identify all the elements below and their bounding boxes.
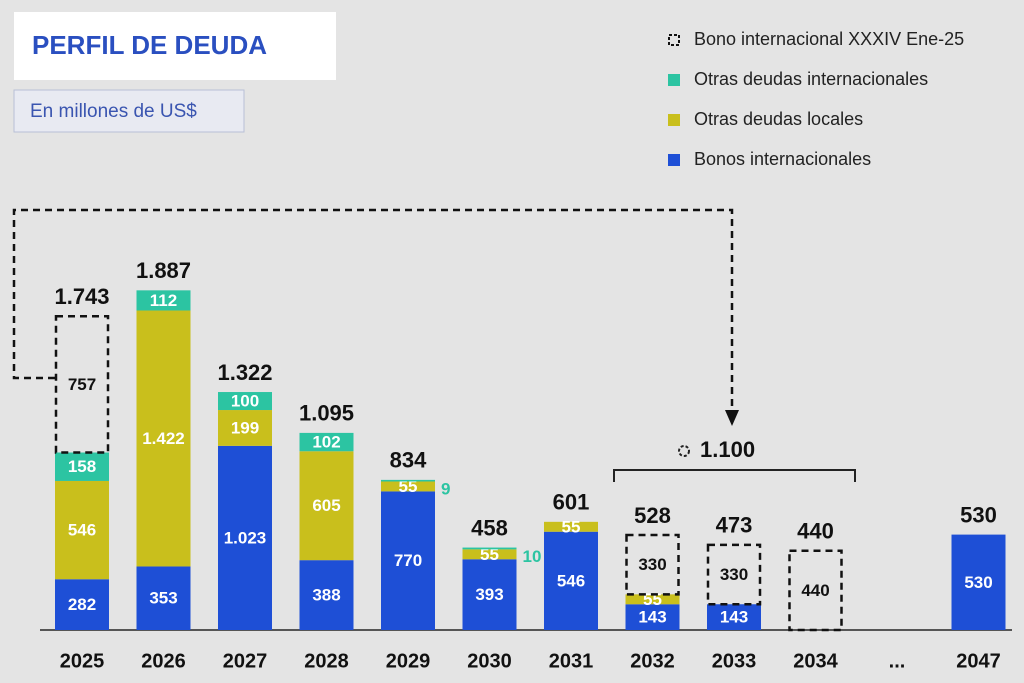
legend-marker: [668, 34, 680, 46]
data-label: 10: [523, 547, 542, 566]
annotation-icon: [678, 445, 690, 457]
x-tick-label: 2030: [467, 650, 512, 672]
bar-segment: [218, 392, 272, 411]
data-label: 605: [312, 496, 340, 515]
data-label: 55: [480, 545, 499, 564]
x-tick-label: 2033: [712, 650, 757, 672]
x-tick-label: 2047: [956, 650, 1001, 672]
bar-segment: [55, 480, 109, 580]
total-label: 601: [553, 490, 590, 515]
chart-title: PERFIL DE DEUDA: [32, 30, 267, 60]
x-tick-label: 2032: [630, 650, 675, 672]
data-label: 143: [638, 608, 666, 627]
bar-segment: [625, 604, 680, 630]
data-label: 330: [638, 555, 666, 574]
total-label: 528: [634, 503, 671, 528]
data-label: 440: [801, 581, 829, 600]
data-label: 770: [394, 551, 422, 570]
data-label: 353: [149, 589, 177, 608]
x-tick-label: 2028: [304, 650, 349, 672]
data-label: 546: [68, 521, 96, 540]
data-label: 112: [150, 291, 177, 310]
legend-label: Bonos internacionales: [694, 149, 871, 169]
data-label: 530: [964, 573, 992, 592]
x-tick-label: 2031: [549, 650, 594, 672]
bar-segment: [299, 560, 354, 630]
data-label: 158: [68, 457, 96, 476]
total-label: 530: [960, 502, 997, 527]
bar-segment: [381, 481, 435, 492]
data-label: 143: [720, 608, 748, 627]
data-label: 55: [562, 517, 581, 536]
bar-segment: [54, 315, 110, 454]
total-label: 1.095: [299, 401, 354, 426]
x-tick-label: 2027: [223, 650, 268, 672]
legend-label: Bono internacional XXXIV Ene-25: [694, 29, 964, 49]
bar-segment: [706, 543, 762, 606]
bar-segment: [381, 479, 435, 482]
total-label: 1.887: [136, 258, 191, 283]
data-label: 330: [720, 565, 748, 584]
bar-segment: [55, 579, 109, 630]
legend-marker: [668, 154, 680, 166]
total-label: 473: [716, 513, 753, 538]
data-label: 9: [441, 479, 450, 498]
bar-segment: [707, 604, 761, 630]
bar-segment: [544, 531, 598, 630]
subtitle-box: [13, 89, 245, 133]
bar-segment: [381, 491, 435, 630]
data-label: 282: [68, 595, 96, 614]
bar-segment: [136, 290, 191, 311]
bracket: [613, 469, 856, 482]
total-label: 1.743: [54, 284, 109, 309]
bar-segment: [218, 410, 272, 446]
bar-segment: [951, 534, 1006, 630]
x-tick-label: 2029: [386, 650, 431, 672]
bar-segment: [788, 549, 843, 632]
legend-label: Otras deudas locales: [694, 109, 863, 129]
bar-segment: [544, 521, 598, 532]
data-label: 55: [399, 477, 418, 496]
total-label: 440: [797, 519, 834, 544]
bar-segment: [218, 445, 272, 630]
data-label: 102: [312, 433, 340, 452]
bar-segment: [136, 566, 191, 630]
data-label: 1.422: [142, 429, 185, 448]
data-label: 388: [312, 586, 340, 605]
arrow: [12, 208, 734, 412]
annotation: 1.100: [700, 437, 755, 462]
data-label: 100: [231, 392, 259, 411]
bar-segment: [625, 533, 680, 596]
total-label: 1.322: [217, 360, 272, 385]
title-box: [14, 12, 336, 80]
chart-subtitle: En millones de US$: [30, 101, 197, 122]
bar-segment: [55, 452, 109, 481]
data-label: 199: [231, 418, 259, 437]
bar-segment: [299, 432, 354, 452]
bar-segment: [462, 559, 517, 630]
data-label: 757: [68, 375, 96, 394]
bar-segment: [136, 310, 191, 567]
arrow-head: [725, 410, 739, 426]
bar-segment: [462, 549, 517, 560]
bar-segment: [462, 547, 517, 550]
x-tick-label: ...: [889, 650, 906, 672]
total-label: 834: [390, 448, 427, 473]
bar-segment: [299, 451, 354, 561]
total-label: 458: [471, 515, 508, 540]
x-tick-label: 2026: [141, 650, 186, 672]
data-label: 546: [557, 571, 585, 590]
x-tick-label: 2034: [793, 650, 838, 672]
data-label: 1.023: [224, 528, 267, 547]
data-label: 393: [475, 585, 503, 604]
legend-label: Otras deudas internacionales: [694, 69, 928, 89]
bar-segment: [625, 594, 680, 605]
legend-marker: [668, 74, 680, 86]
legend-marker: [668, 114, 680, 126]
x-tick-label: 2025: [60, 650, 105, 672]
data-label: 55: [643, 590, 662, 609]
